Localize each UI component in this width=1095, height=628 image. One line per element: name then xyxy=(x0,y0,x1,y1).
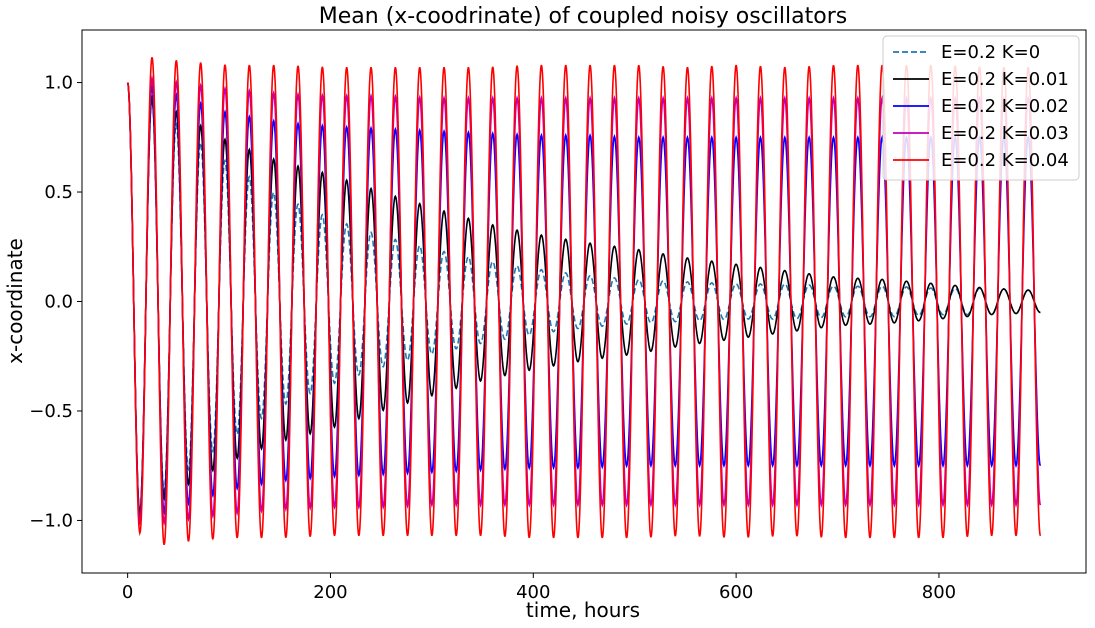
legend: E=0.2 K=0 E=0.2 K=0.01 E=0.2 K=0.02 E=0.2 K… xyxy=(882,35,1080,181)
x-tick-label: 600 xyxy=(719,582,753,603)
chart-title: Mean (x-coodrinate) of coupled noisy osc… xyxy=(319,4,847,29)
series-line-5 xyxy=(126,57,1042,545)
legend-label: E=0.2 K=0.03 xyxy=(941,123,1069,144)
y-tick-label: −0.5 xyxy=(29,401,73,422)
x-axis-label: time, hours xyxy=(526,598,640,622)
legend-label: E=0.2 K=0.02 xyxy=(941,96,1069,117)
y-tick-label: 1.0 xyxy=(44,73,73,94)
legend-label: E=0.2 K=0.04 xyxy=(941,150,1069,171)
x-tick-label: 0 xyxy=(122,582,133,603)
y-tick-label: −1.0 xyxy=(29,510,73,531)
legend-label: E=0.2 K=0.01 xyxy=(941,69,1069,90)
x-axis: 0 200 400 600 800 xyxy=(122,573,956,603)
legend-box xyxy=(882,35,1080,181)
y-axis-label: x-coordinate xyxy=(3,238,27,364)
legend-label: E=0.2 K=0 xyxy=(941,42,1040,63)
x-tick-label: 200 xyxy=(313,582,347,603)
y-axis: −1.0 −0.5 0.0 0.5 1.0 xyxy=(29,73,82,531)
x-tick-label: 800 xyxy=(922,582,956,603)
y-tick-label: 0.5 xyxy=(44,182,73,203)
y-tick-label: 0.0 xyxy=(44,292,73,313)
x-tick-label: 400 xyxy=(516,582,550,603)
